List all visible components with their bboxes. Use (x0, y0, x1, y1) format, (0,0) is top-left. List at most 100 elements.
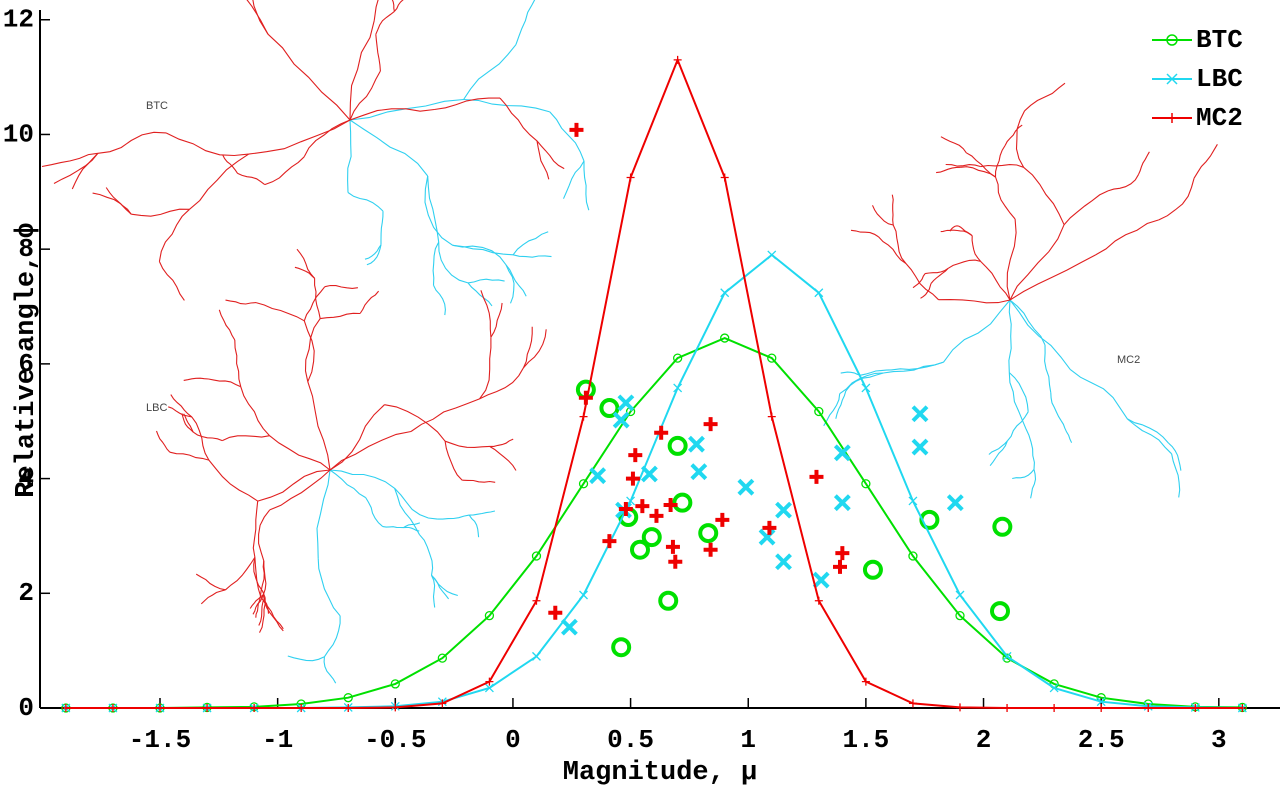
neuron-branch (468, 514, 480, 538)
line-marker (956, 703, 964, 712)
legend-label: BTC (1196, 25, 1243, 55)
neuron-branch (971, 235, 982, 262)
scatter-point (618, 501, 633, 516)
neuron-branch (994, 176, 1016, 220)
neuron-branch (938, 299, 1011, 304)
x-tick-label: 1.5 (842, 725, 889, 755)
neuron-branch (267, 33, 351, 121)
neuron-branch (366, 244, 382, 266)
neuron-branch (255, 596, 261, 618)
line-marker (720, 333, 730, 343)
neuron-branch (382, 526, 404, 529)
neuron-branch (257, 469, 331, 502)
neuron-branch (329, 469, 366, 499)
neuron-branch (505, 264, 527, 297)
neuron-branch (403, 522, 421, 529)
neuron-branch (324, 284, 358, 289)
neuron-branch (183, 377, 209, 381)
scatter-point (703, 417, 718, 432)
neuron-branch (1025, 428, 1035, 470)
neuron-branch (329, 469, 395, 489)
line-marker (908, 551, 918, 561)
neuron-branch (240, 386, 271, 437)
line-marker (391, 703, 400, 712)
neuron-branch (512, 231, 549, 256)
line-marker (344, 704, 353, 712)
neuron-branch (1012, 469, 1035, 480)
line-marker (955, 590, 965, 600)
scatter-point (602, 534, 617, 549)
neuron-branch (462, 479, 496, 483)
neuron-branch (394, 488, 420, 535)
neuron-branch (365, 497, 384, 528)
scatter-point (833, 559, 847, 574)
scatter-point (665, 539, 680, 554)
neuron-branch (437, 514, 470, 520)
legend-marker (1167, 113, 1177, 123)
line-marker (438, 699, 447, 708)
neuron-branch (303, 119, 351, 158)
scatter-point (833, 494, 851, 512)
neuron-branch (583, 161, 590, 211)
line-marker (1144, 704, 1153, 712)
scatter-point (762, 520, 777, 535)
scatter-point (715, 512, 730, 527)
scatter-point (667, 435, 688, 456)
neuron-branch (823, 393, 841, 427)
line-marker (908, 699, 917, 708)
neuron-branch (294, 266, 315, 279)
neuron-branch (1008, 299, 1012, 373)
neuron-branch (1023, 166, 1065, 225)
line-marker (720, 288, 730, 298)
neuron-branch (1008, 372, 1029, 412)
scatter-point (589, 467, 607, 485)
neuron-branch (427, 175, 440, 243)
scatter-point (569, 122, 584, 137)
neuron-branch (195, 573, 226, 591)
neuron-branch (463, 44, 517, 100)
neuron-branch (296, 248, 316, 279)
neuron-branch (264, 602, 284, 630)
neuron-branch (980, 261, 1011, 301)
x-tick-label: 2.5 (1078, 725, 1125, 755)
neuron-branch (419, 534, 434, 576)
line-marker (908, 496, 918, 506)
line-marker (579, 412, 588, 421)
neuron-branch (347, 192, 384, 212)
line-marker (673, 55, 682, 64)
scatter-point (775, 501, 792, 519)
neuron-branch (883, 361, 944, 374)
neuron-branch (410, 398, 480, 432)
neuron-branch (158, 208, 190, 262)
neuron-branch (1015, 110, 1026, 168)
neuron-branch (892, 224, 907, 264)
neuron-branch (253, 557, 266, 598)
line-marker (250, 704, 259, 712)
neuron-branch (131, 208, 190, 217)
neuron-branch (431, 574, 450, 600)
neuron-branch (1127, 418, 1172, 455)
neuron-branch (1095, 219, 1159, 256)
neuron-branch (258, 509, 271, 561)
scatter-point (658, 590, 679, 611)
neuron-branch (1060, 420, 1073, 443)
neuron-branch (155, 430, 171, 453)
x-tick-label: -0.5 (364, 725, 426, 755)
scatter-point (672, 492, 693, 513)
neuron-branch (1006, 218, 1017, 301)
neuron-branch (994, 145, 1006, 178)
neuron-branch (373, 0, 379, 21)
neuron-branch (1193, 144, 1218, 179)
neuron-branch (1107, 174, 1139, 192)
x-tick-label: 3 (1211, 725, 1227, 755)
neuron-branch (183, 413, 194, 433)
scatter-point (649, 508, 664, 523)
neuron-branch (522, 326, 533, 368)
neuron-label: LBC (146, 402, 167, 414)
y-tick-label: 10 (3, 119, 34, 149)
neuron-branch (1168, 442, 1182, 471)
neuron-branch (394, 487, 438, 520)
neuron-branch (452, 244, 507, 266)
scatter-point (599, 398, 620, 419)
